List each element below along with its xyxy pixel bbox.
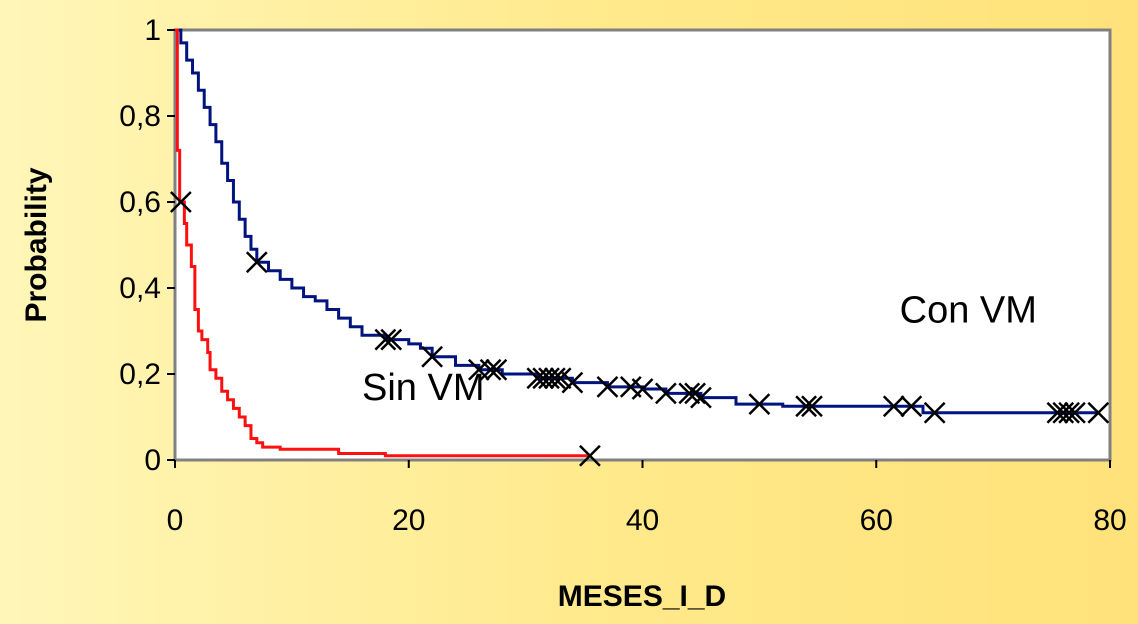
x-axis-title: MESES_I_D	[558, 580, 726, 613]
censored-marker	[801, 395, 823, 418]
censored-marker	[923, 401, 946, 424]
y-tick-label: 0,8	[119, 100, 161, 133]
censored-marker	[380, 328, 403, 351]
censored-marker	[549, 367, 572, 390]
censored-marker	[561, 371, 584, 394]
censored-marker	[654, 382, 677, 405]
censored-marker	[245, 251, 268, 274]
censored-marker	[596, 376, 619, 398]
x-tick-label: 60	[860, 504, 893, 537]
censored-marker	[882, 395, 905, 418]
censored-marker	[631, 378, 654, 400]
censored-marker	[1064, 401, 1086, 424]
series-line-sin-vm	[175, 28, 590, 458]
x-tick-label: 20	[392, 504, 425, 537]
plot-area	[173, 28, 1112, 462]
censored-markers	[169, 191, 1110, 467]
censored-marker	[374, 328, 397, 351]
y-axis-ticks: 0 0,2 0,4 0,6 0,8 1	[119, 14, 175, 477]
censored-marker	[690, 386, 712, 409]
x-axis-ticks: 0 20 40 60 80	[167, 460, 1127, 537]
y-tick-label: 1	[144, 14, 161, 47]
x-tick-label: 40	[626, 504, 659, 537]
censored-marker	[900, 395, 923, 418]
censored-marker	[1087, 401, 1110, 424]
y-tick-label: 0,4	[119, 272, 161, 305]
censored-marker	[479, 358, 502, 381]
y-tick-label: 0,6	[119, 186, 161, 219]
censored-marker	[678, 382, 701, 405]
censored-marker	[169, 191, 192, 213]
censored-marker	[748, 393, 771, 415]
annotation-sin-vm: Sin VM	[362, 367, 484, 409]
y-axis-title: Probability	[20, 167, 53, 322]
censored-marker	[795, 395, 818, 418]
x-tick-label: 80	[1093, 504, 1126, 537]
x-tick-label: 0	[167, 504, 184, 537]
censored-marker	[543, 367, 566, 390]
censored-marker	[421, 345, 444, 368]
annotation-con-vm: Con VM	[900, 289, 1037, 331]
censored-marker	[579, 444, 601, 467]
y-tick-label: 0	[144, 444, 161, 477]
censored-marker	[1058, 401, 1080, 424]
y-tick-label: 0,2	[119, 358, 161, 391]
censored-marker	[485, 358, 508, 381]
